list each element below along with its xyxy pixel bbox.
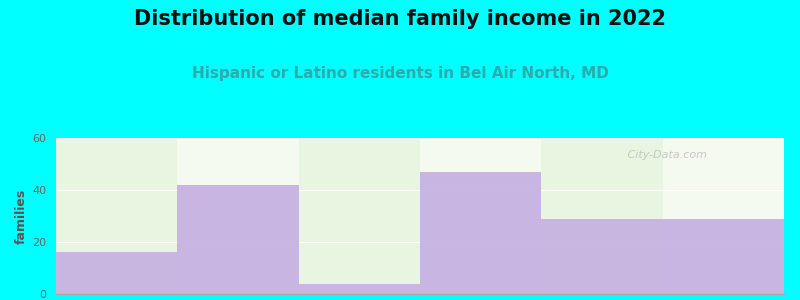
Bar — [178, 185, 298, 294]
Text: City-Data.com: City-Data.com — [624, 151, 707, 160]
Bar — [298, 284, 420, 294]
Bar — [56, 138, 178, 294]
Bar — [420, 172, 542, 294]
Y-axis label: families: families — [15, 188, 28, 244]
Bar — [56, 252, 178, 294]
Bar — [542, 138, 662, 294]
Bar — [662, 219, 784, 294]
Text: Hispanic or Latino residents in Bel Air North, MD: Hispanic or Latino residents in Bel Air … — [191, 66, 609, 81]
Bar — [662, 138, 784, 294]
Bar — [420, 138, 542, 294]
Bar — [542, 219, 662, 294]
Text: Distribution of median family income in 2022: Distribution of median family income in … — [134, 9, 666, 29]
Bar — [178, 138, 298, 294]
Bar — [298, 138, 420, 294]
